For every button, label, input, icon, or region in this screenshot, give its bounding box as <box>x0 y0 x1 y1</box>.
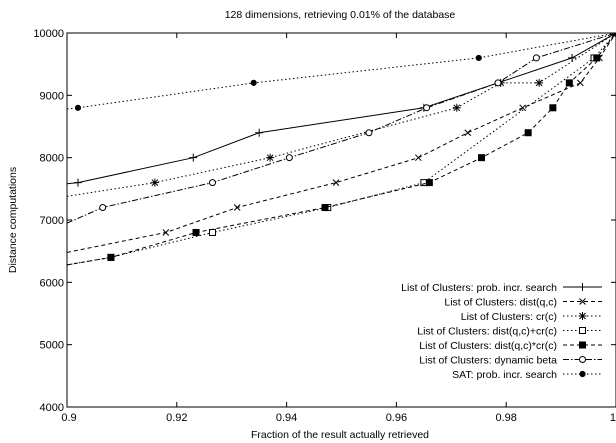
y-tick-label: 8000 <box>40 153 64 165</box>
x-tick-label: 0.92 <box>166 412 187 424</box>
data-point <box>452 103 461 112</box>
series-line-2 <box>67 33 616 253</box>
data-point <box>519 104 527 112</box>
data-point <box>612 33 616 37</box>
y-tick-label: 7000 <box>40 215 64 227</box>
y-tick-label: 4000 <box>40 402 64 414</box>
y-tick-label: 10000 <box>33 28 64 40</box>
x-tick-label: 0.94 <box>276 412 297 424</box>
legend-label: List of Clusters: cr(c) <box>461 311 557 323</box>
series-2 <box>67 33 616 253</box>
data-point <box>576 79 584 87</box>
series-7 <box>67 33 616 111</box>
data-point <box>162 229 170 236</box>
legend-marker <box>579 327 586 334</box>
y-axis-label: Distance computations <box>7 167 19 273</box>
series-3 <box>67 33 616 197</box>
data-point <box>332 179 340 186</box>
legend-label: List of Clusters: dist(q,c)*cr(c) <box>419 340 557 352</box>
data-point <box>549 104 557 112</box>
data-point <box>250 79 257 86</box>
data-point <box>593 54 601 62</box>
series-line-5 <box>67 33 616 266</box>
series-1 <box>67 33 616 187</box>
series-line-4 <box>67 33 616 266</box>
legend-entry: List of Clusters: dynamic beta <box>419 355 602 367</box>
data-point <box>321 204 329 212</box>
legend-label: List of Clusters: dynamic beta <box>419 355 557 367</box>
legend-marker <box>578 283 587 291</box>
legend-marker <box>579 341 586 349</box>
data-point <box>73 178 82 187</box>
data-point <box>565 79 573 87</box>
y-tick-label: 9000 <box>40 90 64 102</box>
legend-entry: List of Clusters: dist(q,c) <box>444 297 602 309</box>
data-point <box>425 179 433 187</box>
legend-label: SAT: prob. incr. search <box>452 369 557 381</box>
x-tick-label: 0.96 <box>386 412 407 424</box>
legend-entry: List of Clusters: cr(c) <box>461 311 602 323</box>
data-point <box>266 153 275 162</box>
y-tick-label: 5000 <box>40 340 64 352</box>
legend-label: List of Clusters: dist(q,c)+cr(c) <box>417 326 557 338</box>
data-point <box>524 129 532 137</box>
data-point <box>285 154 293 162</box>
data-point <box>532 54 540 62</box>
series-4 <box>67 33 616 266</box>
data-point <box>475 54 482 62</box>
data-point <box>74 104 82 111</box>
legend-marker <box>579 370 586 378</box>
chart-title: 128 dimensions, retrieving 0.01% of the … <box>225 9 456 21</box>
legend-label: List of Clusters: dist(q,c) <box>444 297 557 309</box>
x-tick-label: 0.98 <box>495 412 516 424</box>
data-point <box>255 128 264 137</box>
data-point <box>477 154 485 162</box>
data-point <box>192 228 200 236</box>
legend-marker <box>578 312 587 320</box>
legend-marker <box>579 356 586 363</box>
data-point <box>150 178 159 187</box>
series-5 <box>67 33 616 266</box>
y-tick-label: 6000 <box>40 277 64 289</box>
data-point <box>568 53 577 62</box>
data-point <box>99 204 107 212</box>
data-point <box>415 154 422 162</box>
legend-marker <box>579 298 586 305</box>
series-line-1 <box>67 33 616 185</box>
data-point <box>107 253 115 261</box>
legend-entry: SAT: prob. incr. search <box>452 369 602 381</box>
data-point <box>535 78 544 87</box>
series-line-6 <box>67 33 616 224</box>
data-point <box>423 104 431 112</box>
legend-label: List of Clusters: prob. incr. search <box>401 282 557 294</box>
data-point <box>233 204 241 211</box>
series-6 <box>67 33 616 224</box>
data-point <box>365 129 373 137</box>
data-point <box>464 129 472 137</box>
data-point <box>494 79 502 87</box>
data-point <box>208 179 216 187</box>
x-tick-label: 0.9 <box>61 412 76 424</box>
x-axis-label: Fraction of the result actually retrieve… <box>251 429 429 441</box>
data-point <box>189 153 198 162</box>
legend-entry: List of Clusters: dist(q,c)*cr(c) <box>419 340 602 352</box>
x-tick-label: 1 <box>610 412 616 424</box>
legend-entry: List of Clusters: prob. incr. search <box>401 282 602 294</box>
data-point <box>208 228 216 236</box>
legend-entry: List of Clusters: dist(q,c)+cr(c) <box>417 326 602 338</box>
